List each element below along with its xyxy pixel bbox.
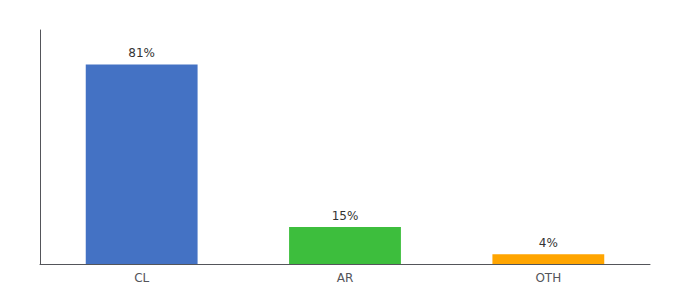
svg-text:4%: 4% <box>539 236 558 250</box>
svg-text:CL: CL <box>134 271 149 285</box>
svg-text:15%: 15% <box>332 209 359 223</box>
svg-text:AR: AR <box>337 271 354 285</box>
svg-text:81%: 81% <box>128 46 155 60</box>
svg-text:OTH: OTH <box>535 271 561 285</box>
